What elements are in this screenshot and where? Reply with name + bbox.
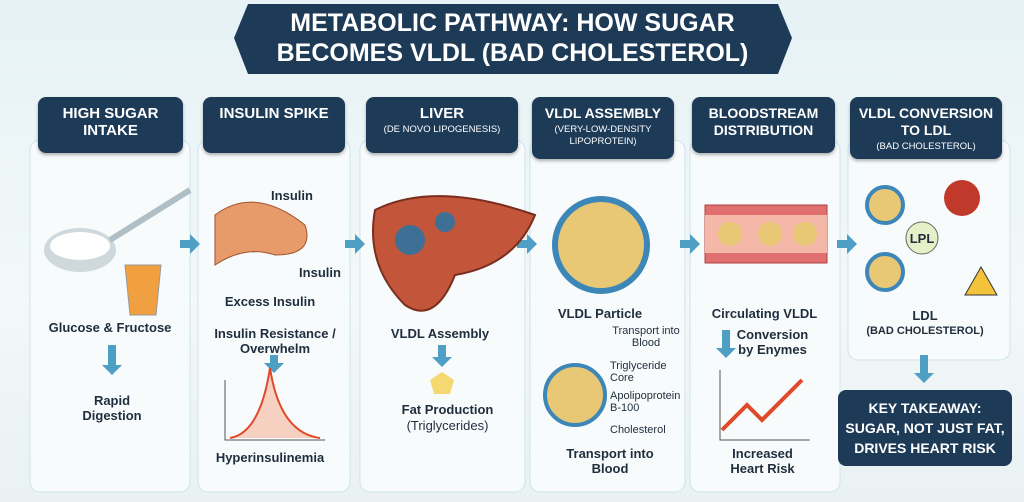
takeaway: KEY TAKEAWAY: SUGAR, NOT JUST FAT, DRIVE… <box>845 400 1005 456</box>
label: VLDL Particle <box>557 306 643 321</box>
header-sub: (DE NOVO LIPOGENESIS) <box>383 124 501 135</box>
label: Transport into Blood <box>566 446 654 476</box>
label: Triglyceride Core <box>610 360 667 384</box>
header-text: BLOODSTREAM DISTRIBUTION <box>708 105 819 138</box>
label: (Triglycerides) <box>406 418 489 433</box>
label: Insulin <box>299 265 341 280</box>
step-header: LIVER (DE NOVO LIPOGENESIS) <box>366 97 518 153</box>
header-sub: (BAD CHOLESTEROL) <box>876 141 976 152</box>
label: Insulin Resistance / Overwhelm <box>214 326 336 356</box>
header-text: HIGH SUGAR INTAKE <box>62 105 159 139</box>
step-header: BLOODSTREAM DISTRIBUTION <box>692 97 835 153</box>
arrows <box>102 234 934 383</box>
title-line: BECOMES VLDL (BAD CHOLESTEROL) <box>276 39 749 67</box>
label: Excess Insulin <box>224 294 316 309</box>
label: LDL <box>912 308 938 323</box>
label: Glucose & Fructose <box>48 320 172 335</box>
label: Cholesterol <box>610 424 666 436</box>
label: Hyperinsulinemia <box>215 450 325 465</box>
label: Apolipoprotein B-100 <box>610 390 681 414</box>
label: LPL <box>909 231 935 246</box>
label: Rapid Digestion <box>82 393 142 423</box>
title-banner <box>234 4 792 74</box>
label: VLDL Assembly <box>390 326 490 341</box>
header-text: LIVER <box>419 105 465 122</box>
title-line: METABOLIC PATHWAY: HOW SUGAR <box>290 9 735 37</box>
header-text: INSULIN SPIKE <box>219 105 329 122</box>
label: Fat Production <box>401 402 494 417</box>
header-text: VLDL ASSEMBLY <box>544 105 662 121</box>
label: Increased Heart Risk <box>730 446 795 476</box>
label: Transport into Blood <box>612 325 680 349</box>
step-header: VLDL ASSEMBLY (VERY-LOW-DENSITY LIPOPROTE… <box>532 97 674 159</box>
step-header: VLDL CONVERSION TO LDL (BAD CHOLESTEROL) <box>850 97 1002 159</box>
label: (BAD CHOLESTEROL) <box>866 325 984 337</box>
step-header: INSULIN SPIKE <box>203 97 345 153</box>
label: Insulin <box>271 188 313 203</box>
label: Circulating VLDL <box>711 306 818 321</box>
icons <box>44 180 1012 466</box>
header-text: VLDL CONVERSION TO LDL <box>858 105 994 138</box>
label: Conversion by Enymes <box>736 327 809 357</box>
step-header: HIGH SUGAR INTAKE <box>38 97 183 153</box>
header-sub: (VERY-LOW-DENSITY LIPOPROTEIN) <box>554 124 652 147</box>
